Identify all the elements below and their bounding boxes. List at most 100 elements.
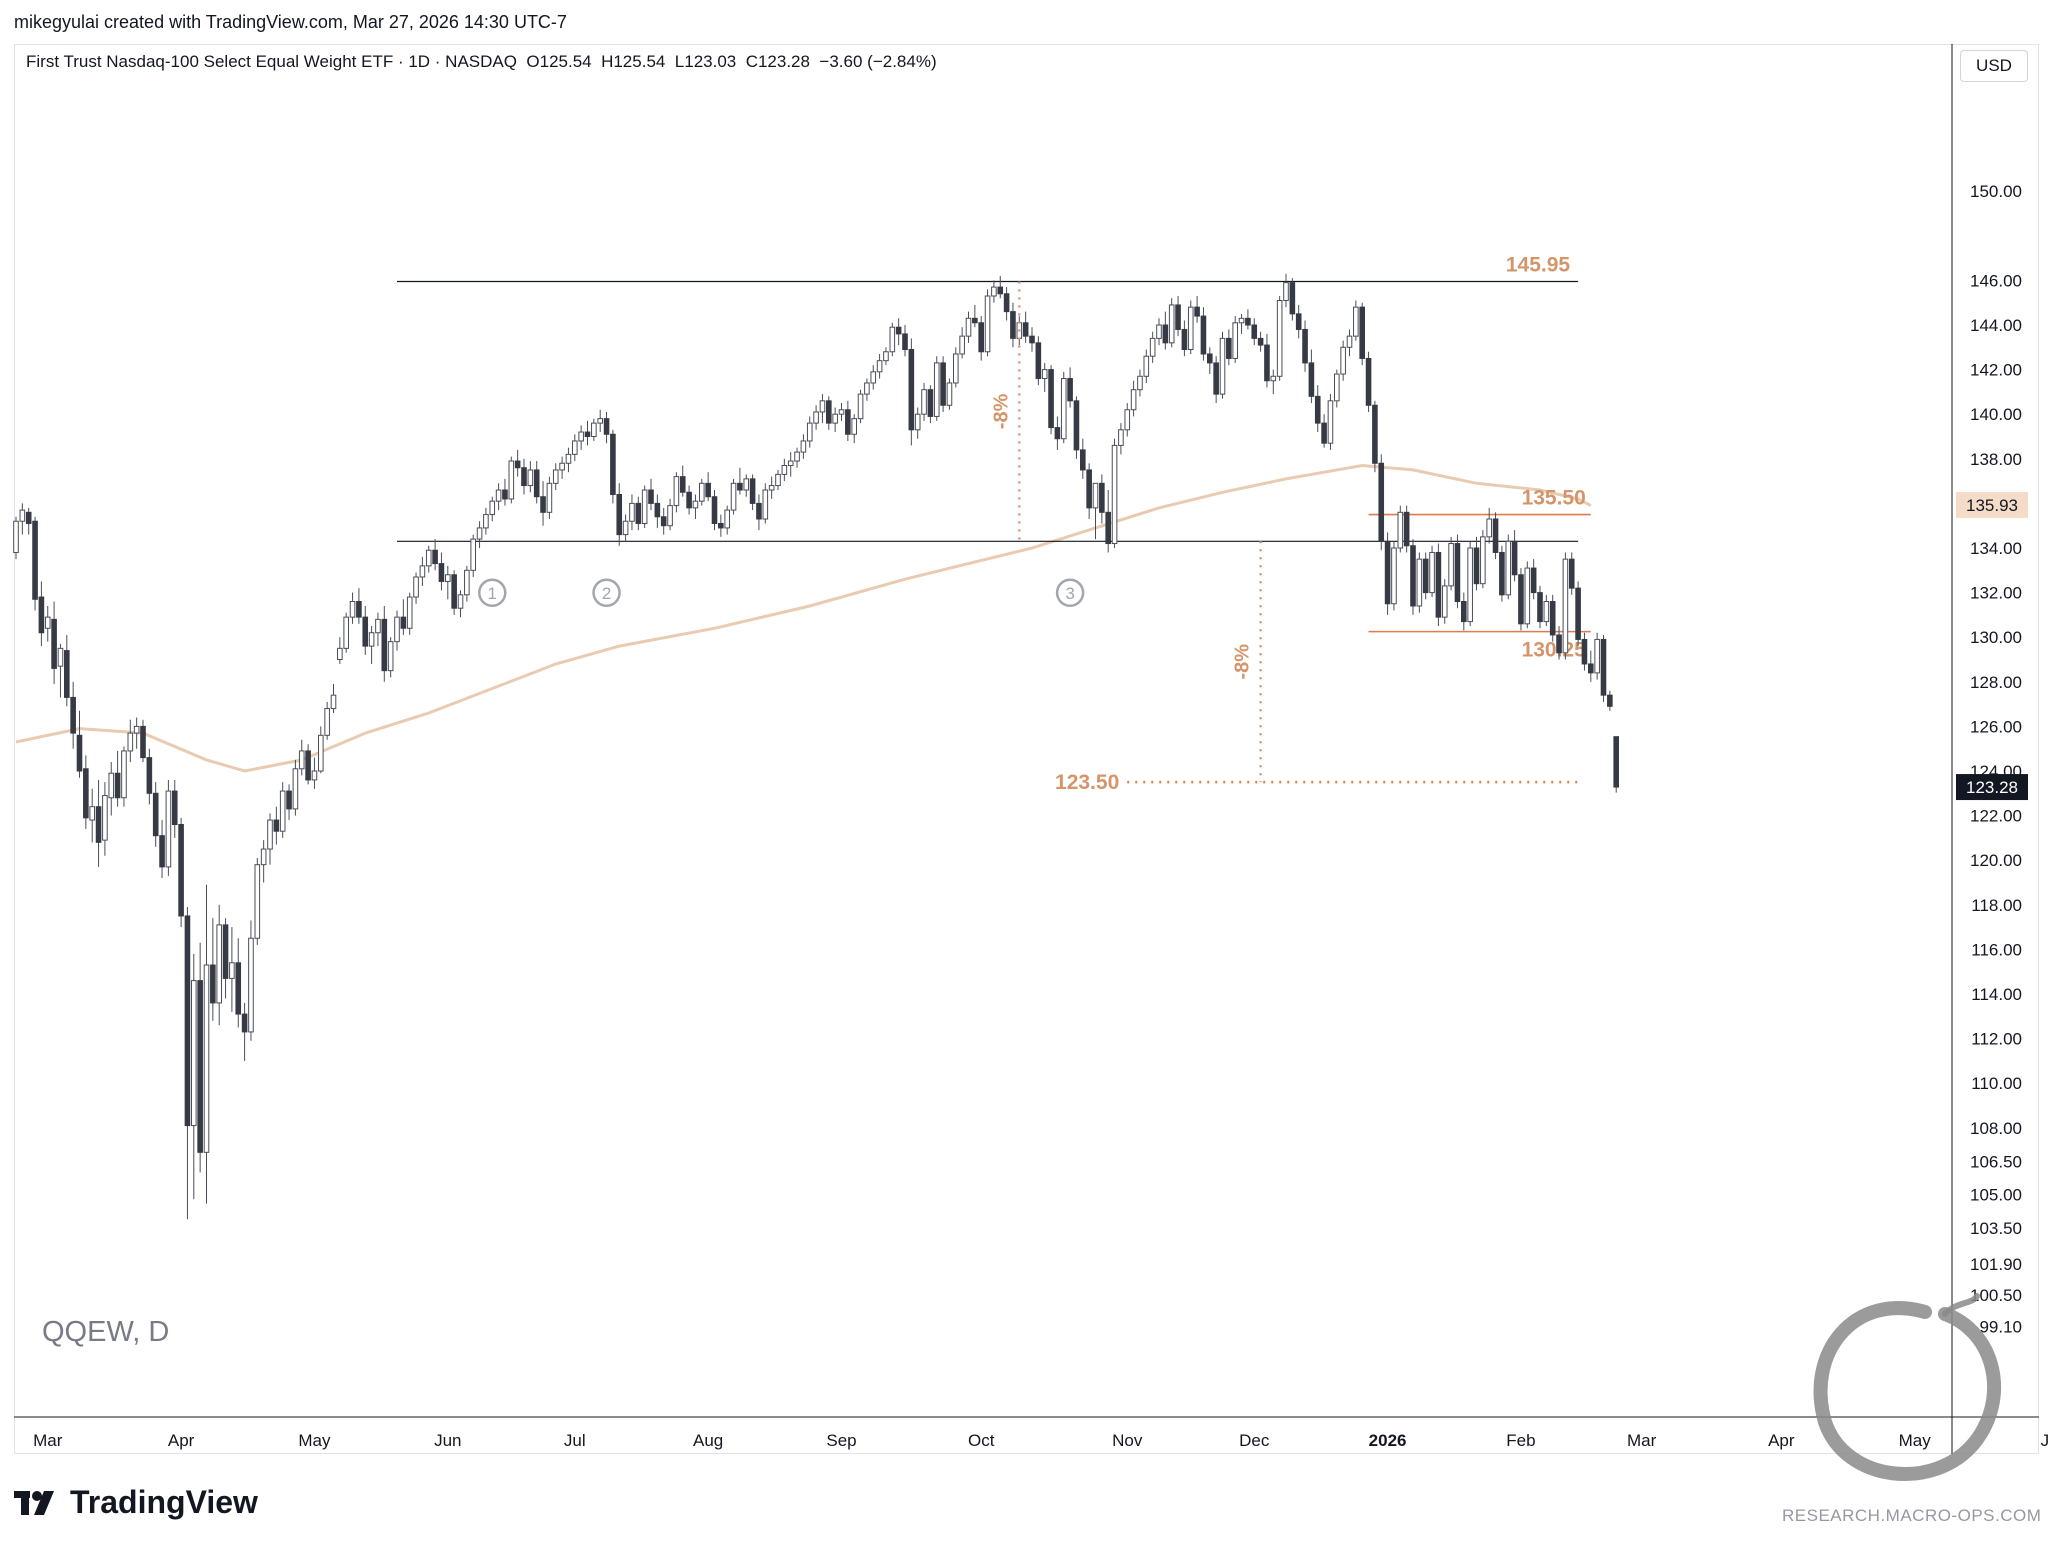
candle-body-down [635, 502, 642, 524]
touch-point-marker [1055, 578, 1085, 608]
candle [1124, 403, 1131, 437]
candle [1492, 512, 1499, 560]
candle-body-down [1073, 400, 1080, 451]
price-tick: 100.50 [1970, 1286, 2022, 1305]
candle-body-up [787, 460, 794, 466]
candle [432, 539, 438, 571]
candle [375, 612, 381, 647]
candle-body-up [819, 400, 826, 413]
candle-body-down [95, 806, 102, 843]
candle-body-down [972, 317, 978, 324]
candle [1588, 650, 1594, 682]
candle-body-up [813, 411, 819, 424]
candle-body-down [1302, 328, 1308, 364]
candle [552, 463, 559, 491]
candle-body-up [641, 489, 648, 524]
candle [1257, 331, 1264, 352]
candle [83, 755, 89, 829]
candle [222, 918, 229, 999]
candle-body-up [552, 469, 559, 484]
candle [248, 920, 254, 1041]
ouroboros-watermark-icon [1813, 1293, 2002, 1481]
touch-point-label: 1 [488, 584, 497, 603]
candle [1480, 530, 1486, 589]
candle-body-up [375, 618, 381, 634]
candle-body-up [832, 413, 838, 424]
candle-body-up [330, 694, 337, 710]
candle [1175, 296, 1181, 337]
price-tick: 126.00 [1970, 717, 2022, 736]
candle-body-up [483, 514, 489, 529]
candle-body-up [1562, 558, 1569, 654]
candle-body-up [489, 500, 496, 516]
candle-body-up [933, 362, 940, 417]
candle [610, 429, 616, 504]
candle [718, 514, 724, 537]
candle [1099, 474, 1105, 524]
candle-body-up [1156, 324, 1162, 339]
candle [25, 507, 32, 535]
candle [1607, 690, 1613, 711]
candle [692, 494, 699, 520]
candle-body-up [419, 565, 426, 578]
candle-body-down [616, 493, 623, 536]
candle-body-up [959, 335, 965, 355]
candle-body-up [591, 422, 597, 437]
candle-body-up [445, 574, 451, 582]
candle-body-up [953, 353, 959, 384]
candle-body-up [349, 601, 356, 618]
candle [1245, 309, 1251, 330]
candle [337, 637, 343, 664]
candle [1327, 394, 1334, 450]
candle [1505, 534, 1512, 600]
candle [140, 719, 146, 763]
candle-body-up [324, 708, 330, 736]
candle-body-down [826, 400, 832, 424]
candle-body-up [318, 734, 324, 772]
candle [89, 788, 96, 843]
time-tick: Apr [168, 1431, 195, 1450]
currency-selector[interactable]: USD [1960, 50, 2028, 82]
candle [1549, 594, 1556, 642]
candle-body-down [648, 489, 654, 504]
candle [1568, 552, 1575, 595]
candle-body-down [1568, 558, 1575, 589]
candle [127, 719, 134, 763]
candle-body-down [197, 980, 203, 1153]
candle [737, 467, 743, 495]
candle [965, 311, 972, 343]
candle-body-down [432, 549, 438, 565]
candle-body-up [692, 500, 699, 509]
candle [1054, 416, 1061, 450]
candle-body-down [1226, 337, 1232, 359]
candle [1511, 530, 1518, 582]
candle-body-up [724, 509, 731, 529]
candle-body-down [114, 772, 121, 799]
candle [495, 483, 502, 511]
candle [1187, 300, 1194, 354]
candle [984, 289, 991, 357]
candle [527, 461, 534, 493]
candle [108, 762, 115, 816]
time-tick: Aug [693, 1431, 723, 1450]
candle [546, 476, 553, 520]
chart-frame[interactable] [14, 44, 2039, 1454]
candle-body-down [286, 790, 292, 810]
candle-body-down [1499, 551, 1505, 596]
candle [114, 750, 121, 807]
candle-body-up [1327, 400, 1334, 444]
candle [483, 507, 489, 535]
candle [489, 496, 496, 522]
candle [1207, 347, 1213, 375]
tradingview-brand[interactable]: TradingView [14, 1484, 258, 1521]
candle-body-up [864, 382, 870, 395]
candle-body-up [425, 549, 432, 567]
candle-body-up [762, 489, 769, 520]
candle [476, 521, 483, 548]
candle [1594, 632, 1600, 680]
candle [203, 884, 210, 1204]
candle-body-up [546, 482, 553, 513]
price-tick: 138.00 [1970, 450, 2022, 469]
candle [1067, 367, 1073, 408]
